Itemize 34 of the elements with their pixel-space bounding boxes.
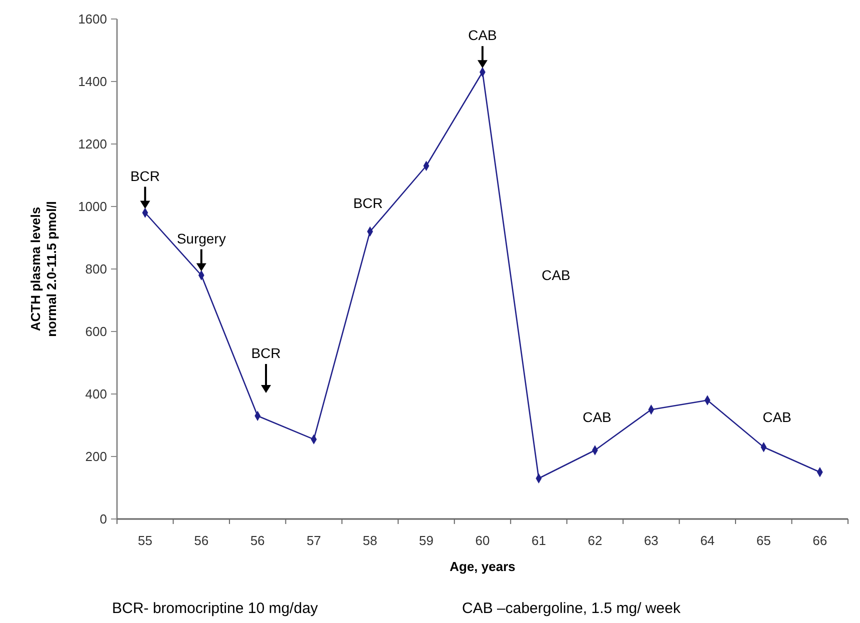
y-tick-label: 1400: [78, 74, 107, 90]
x-tick-label: 66: [812, 533, 828, 548]
annotation: BCR: [130, 168, 160, 184]
annotation: CAB: [762, 409, 792, 425]
text: CAB –cabergoline, 1.5 mg/ week: [462, 600, 681, 617]
y-tick-label: 1000: [78, 199, 107, 214]
annotation: CAB: [542, 267, 570, 283]
x-tick-label: 58: [362, 533, 378, 548]
annotation: BCR: [251, 345, 281, 361]
x-tick-label: 64: [700, 533, 715, 548]
y-tick-label: 1600: [78, 12, 107, 27]
x-tick-label: 56: [250, 533, 265, 548]
annotation: Surgery: [176, 230, 226, 246]
x-tick-label: 63: [644, 533, 658, 548]
x-tick-label: 57: [306, 533, 322, 548]
x-tick-label: 55: [138, 533, 152, 548]
y-tick-label: 0: [100, 512, 107, 527]
annotation: BCR: [353, 195, 383, 211]
x-tick-label: 56: [194, 533, 209, 548]
text: BCR- bromocriptine 10 mg/day: [112, 600, 318, 617]
y-tick-label: 600: [85, 324, 107, 340]
x-tick-label: 60: [475, 533, 490, 548]
x-tick-label: 61: [531, 533, 546, 548]
y-tick-label: 1200: [78, 136, 107, 152]
x-tick-label: 65: [756, 533, 771, 548]
x-axis-title: Age, years: [450, 559, 516, 574]
annotation: CAB: [468, 27, 497, 44]
y-tick-label: 200: [85, 449, 107, 464]
y-axis-title: ACTH plasma levels normal 2.0-11.5 pmol/l: [28, 201, 59, 337]
y-tick-label: 400: [85, 386, 107, 402]
x-tick-label: 59: [419, 533, 434, 548]
y-tick-label: 800: [85, 262, 107, 277]
x-tick-label: 62: [588, 533, 602, 548]
annotation: CAB: [582, 409, 612, 425]
